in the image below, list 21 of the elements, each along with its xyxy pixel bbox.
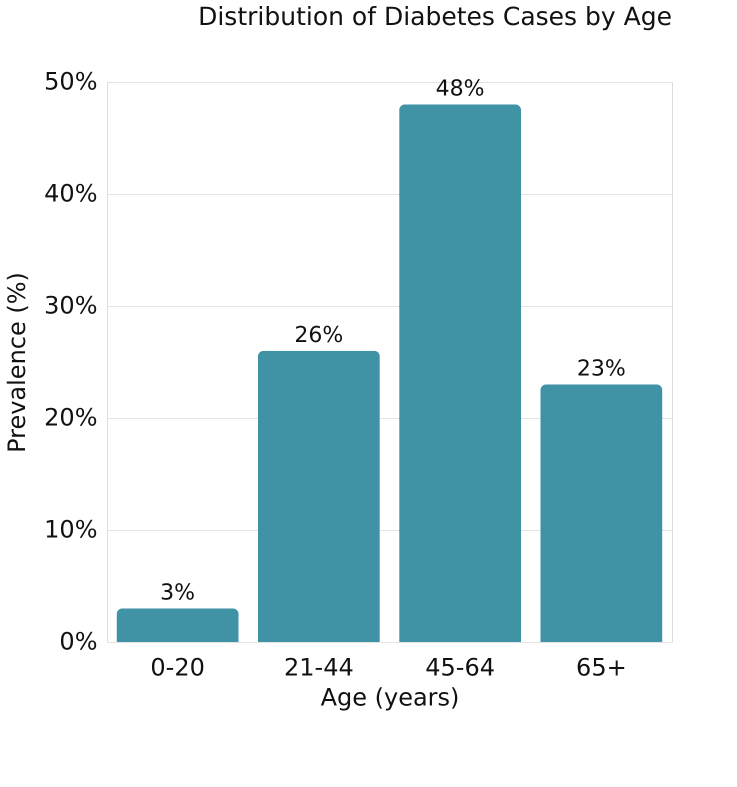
x-tick-label: 21-44: [284, 654, 354, 682]
bar: [399, 104, 522, 642]
y-tick-label: 20%: [44, 404, 98, 432]
y-tick-label: 50%: [44, 68, 98, 96]
data-label: 23%: [576, 356, 626, 382]
data-label: 48%: [436, 76, 485, 102]
y-tick-label: 40%: [44, 180, 98, 208]
bar: [258, 350, 380, 642]
y-tick-label: 30%: [44, 292, 98, 320]
x-tick-label: 45-64: [425, 654, 495, 682]
x-tick-label: 65+: [576, 654, 627, 682]
chart-title: Distribution of Diabetes Cases by Age: [198, 2, 672, 31]
data-label: 26%: [294, 322, 344, 348]
x-tick-label: 0-20: [150, 654, 205, 682]
y-tick-label: 10%: [44, 516, 98, 544]
x-axis-title: Age (years): [320, 684, 460, 712]
data-label: 3%: [160, 580, 196, 606]
bar: [540, 384, 662, 642]
y-axis-title: Prevalence (%): [3, 272, 32, 453]
y-tick-label: 0%: [59, 628, 98, 656]
bar: [116, 608, 239, 642]
